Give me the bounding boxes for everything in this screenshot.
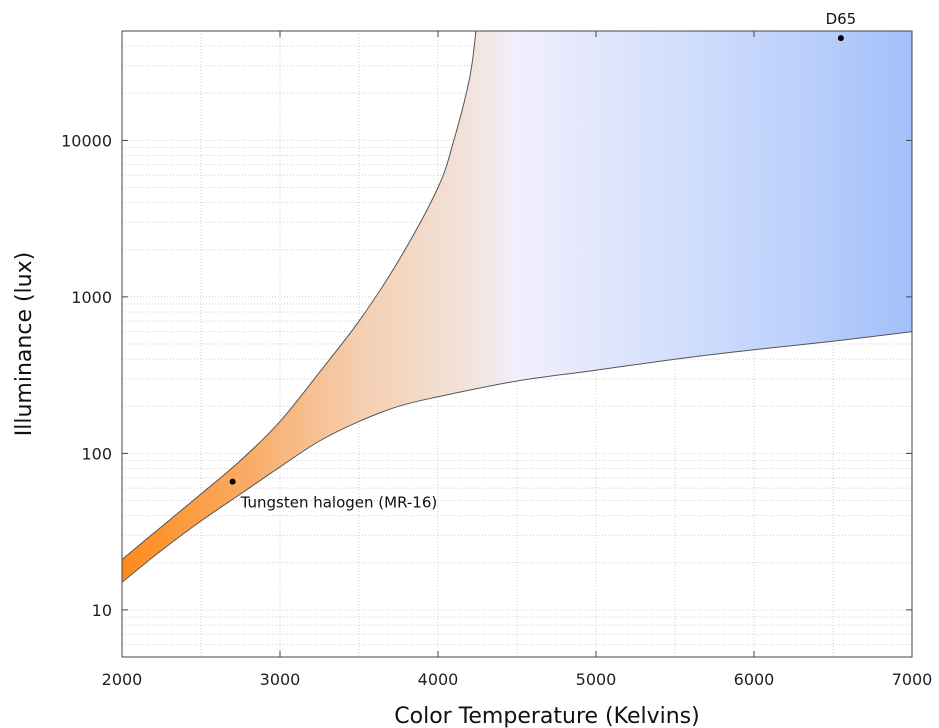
y-axis-title: Illuminance (lux): [12, 252, 37, 436]
y-tick-label: 1000: [71, 288, 112, 307]
y-tick-label: 10000: [61, 131, 112, 150]
y-tick-label: 100: [81, 444, 112, 463]
x-tick-label: 5000: [576, 670, 617, 689]
annotated-points: Tungsten halogen (MR-16) D65: [229, 10, 857, 512]
data-point: [229, 478, 236, 485]
data-point: [837, 35, 844, 42]
axis-ticks: 2000 3000 4000 5000 6000 7000 10 100 1000 10000: [61, 31, 932, 689]
upper-boundary-line: [122, 31, 477, 560]
x-axis-title: Color Temperature (Kelvins): [394, 704, 699, 728]
x-tick-label: 6000: [734, 670, 775, 689]
point-label: Tungsten halogen (MR-16): [240, 494, 438, 512]
band-area: [122, 31, 912, 583]
x-tick-label: 4000: [418, 670, 459, 689]
point-label: D65: [826, 10, 857, 28]
y-tick-label: 10: [92, 601, 112, 620]
x-tick-label: 3000: [260, 670, 301, 689]
lower-boundary-line: [122, 331, 912, 583]
x-tick-label: 7000: [892, 670, 933, 689]
plot-frame: [121, 30, 913, 658]
x-tick-label: 2000: [102, 670, 143, 689]
